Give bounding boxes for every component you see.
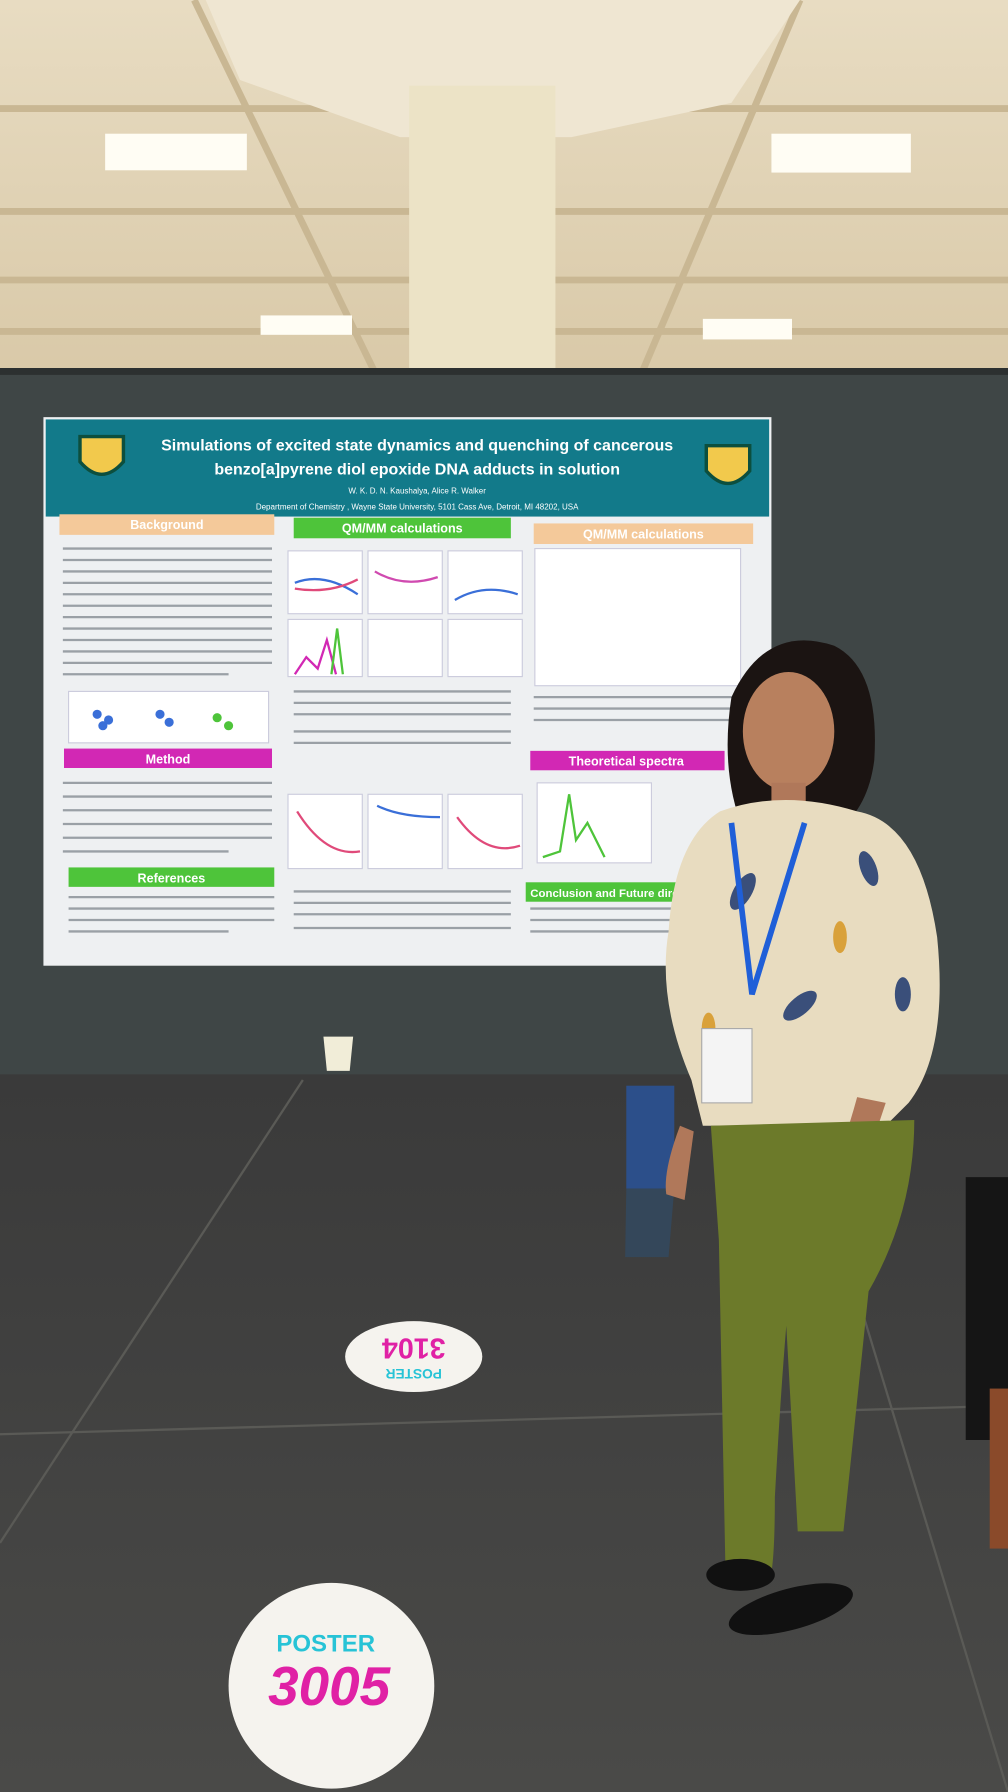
molecule-dots	[92, 709, 234, 731]
poster-authors: W. K. D. N. Kaushalya, Alice R. Walker	[348, 487, 486, 496]
shoe	[728, 1583, 853, 1636]
background-shoe	[625, 1188, 675, 1258]
face	[742, 672, 835, 791]
section-header	[68, 867, 275, 887]
section-header	[293, 517, 511, 539]
section-title: Conclusion and Future dire	[530, 888, 678, 900]
poster-figures	[67, 548, 742, 870]
section-title: QM/MM calculations	[583, 527, 704, 541]
floor-sticker: POSTER 3104	[345, 1321, 483, 1392]
section-title: Method	[146, 752, 191, 766]
bag	[989, 1388, 1008, 1549]
logo	[704, 444, 752, 486]
figure-curves	[293, 570, 606, 859]
sticker-label: POSTER	[276, 1630, 375, 1657]
pants	[710, 1120, 915, 1583]
section-header	[64, 748, 272, 768]
sticker-disc	[228, 1582, 435, 1789]
sticker-label: POSTER	[385, 1366, 441, 1381]
section-header	[533, 523, 754, 544]
section-header	[530, 750, 725, 771]
section-title: Background	[130, 518, 203, 532]
ceiling-lights	[105, 133, 911, 340]
section-title: Theoretical spectra	[569, 755, 685, 769]
logo	[78, 434, 126, 476]
poster-title: benzo[a]pyrene diol epoxide DNA adducts …	[214, 461, 620, 478]
badge	[701, 1027, 753, 1104]
section-header	[525, 882, 698, 902]
poster-title: Simulations of excited state dynamics an…	[161, 437, 673, 454]
section-title: References	[138, 871, 206, 885]
section-title: QM/MM calculations	[342, 522, 463, 536]
floor-sticker: POSTER 3005	[228, 1582, 435, 1789]
ceiling-slab	[205, 0, 800, 138]
lanyard	[728, 822, 808, 996]
left-hand	[665, 1125, 694, 1200]
board-edge	[0, 368, 1008, 375]
poster-text-lines	[62, 547, 732, 933]
poster-affiliation: Department of Chemistry , Wayne State Un…	[256, 503, 579, 512]
shoe	[706, 1558, 775, 1591]
background-person	[626, 1085, 675, 1189]
pillar	[409, 85, 556, 381]
sticker-number: 3104	[382, 1331, 446, 1363]
poster-header	[45, 419, 770, 517]
sticker-number: 3005	[268, 1655, 392, 1717]
sticker-disc	[345, 1321, 483, 1392]
cup	[323, 1036, 354, 1071]
section-header	[59, 514, 275, 535]
